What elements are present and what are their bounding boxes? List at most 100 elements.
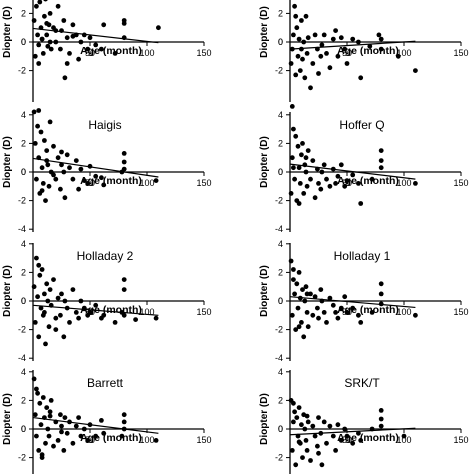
y-axis-label: Diopter (D): [259, 265, 270, 317]
data-point: [51, 277, 56, 282]
x-tick-label: 100: [396, 48, 411, 58]
data-point: [333, 448, 338, 453]
data-point: [36, 42, 42, 48]
data-point: [121, 419, 127, 425]
y-axis-label: Diopter (D): [2, 265, 13, 317]
data-point: [321, 162, 327, 168]
y-tick-label: 0: [21, 296, 26, 306]
data-point: [413, 312, 418, 318]
data-point: [413, 68, 418, 73]
regression-line: [32, 304, 159, 316]
data-point: [37, 0, 43, 5]
x-tick-label: 100: [139, 435, 154, 445]
data-point: [78, 39, 84, 45]
data-point: [87, 35, 93, 41]
y-tick-label: 0: [278, 37, 283, 47]
data-point: [350, 36, 356, 42]
data-point: [299, 422, 304, 428]
data-point: [39, 165, 45, 171]
data-point: [327, 65, 333, 71]
data-point: [51, 443, 56, 449]
data-point: [121, 312, 127, 318]
y-tick-label: 2: [21, 8, 26, 18]
data-point: [62, 75, 68, 81]
data-point: [101, 312, 107, 318]
data-point: [36, 61, 42, 66]
data-point: [296, 36, 302, 42]
data-point: [55, 155, 61, 161]
y-tick-label: -2: [18, 196, 26, 206]
y-axis-label: Diopter (D): [259, 136, 270, 188]
data-point: [61, 448, 67, 453]
data-point: [296, 201, 302, 206]
data-point: [39, 188, 45, 194]
y-tick-label: 0: [21, 167, 26, 177]
data-point: [292, 291, 297, 297]
data-point: [70, 440, 76, 446]
data-point: [358, 201, 364, 206]
data-point: [39, 267, 45, 272]
data-point: [312, 195, 318, 201]
data-point: [305, 35, 311, 41]
data-point: [378, 423, 384, 429]
data-point: [413, 181, 418, 186]
data-point: [58, 186, 63, 192]
data-point: [308, 176, 313, 182]
data-point: [67, 320, 72, 325]
x-tick-label: 100: [396, 178, 411, 188]
data-point: [344, 433, 350, 439]
data-point: [35, 123, 40, 129]
data-point: [36, 262, 42, 268]
data-point: [302, 426, 308, 432]
data-point: [288, 258, 294, 264]
data-point: [401, 433, 407, 439]
data-point: [45, 43, 51, 49]
data-point: [58, 412, 63, 418]
data-point: [335, 422, 341, 428]
data-point: [356, 181, 361, 186]
data-point: [31, 376, 37, 382]
data-point: [324, 51, 329, 56]
data-point: [303, 13, 309, 19]
y-tick-label: -4: [18, 353, 26, 363]
data-point: [38, 422, 44, 428]
y-tick-label: -2: [18, 66, 26, 76]
data-point: [153, 438, 159, 443]
data-point: [304, 51, 310, 56]
x-tick-label: 150: [196, 48, 211, 58]
data-point: [294, 415, 300, 420]
data-point: [319, 169, 325, 175]
y-tick-label: -2: [18, 325, 26, 335]
data-point: [34, 386, 39, 392]
panel-title: Hoffer Q: [339, 118, 384, 132]
data-point: [342, 294, 348, 300]
y-tick-label: 0: [21, 37, 26, 47]
data-point: [327, 295, 333, 301]
data-point: [99, 175, 104, 181]
data-point: [295, 143, 301, 149]
data-point: [318, 53, 324, 59]
regression-line: [32, 416, 159, 434]
data-point: [55, 295, 61, 301]
data-point: [293, 327, 299, 332]
data-point: [304, 413, 310, 419]
data-point: [32, 412, 38, 418]
y-tick-label: 4: [21, 367, 26, 377]
data-point: [300, 455, 305, 460]
data-point: [121, 18, 127, 23]
data-point: [34, 3, 39, 9]
data-point: [288, 191, 294, 196]
data-point: [70, 176, 76, 182]
y-tick-label: 2: [21, 267, 26, 277]
data-point: [47, 11, 53, 16]
data-point: [296, 165, 302, 171]
data-point: [318, 287, 324, 292]
regression-line: [289, 296, 416, 309]
data-point: [59, 162, 64, 168]
data-point: [59, 429, 64, 435]
data-point: [319, 42, 325, 48]
y-axis-label: Diopter (D): [2, 6, 13, 58]
data-point: [46, 433, 52, 439]
data-point: [310, 61, 316, 66]
data-point: [327, 423, 333, 429]
